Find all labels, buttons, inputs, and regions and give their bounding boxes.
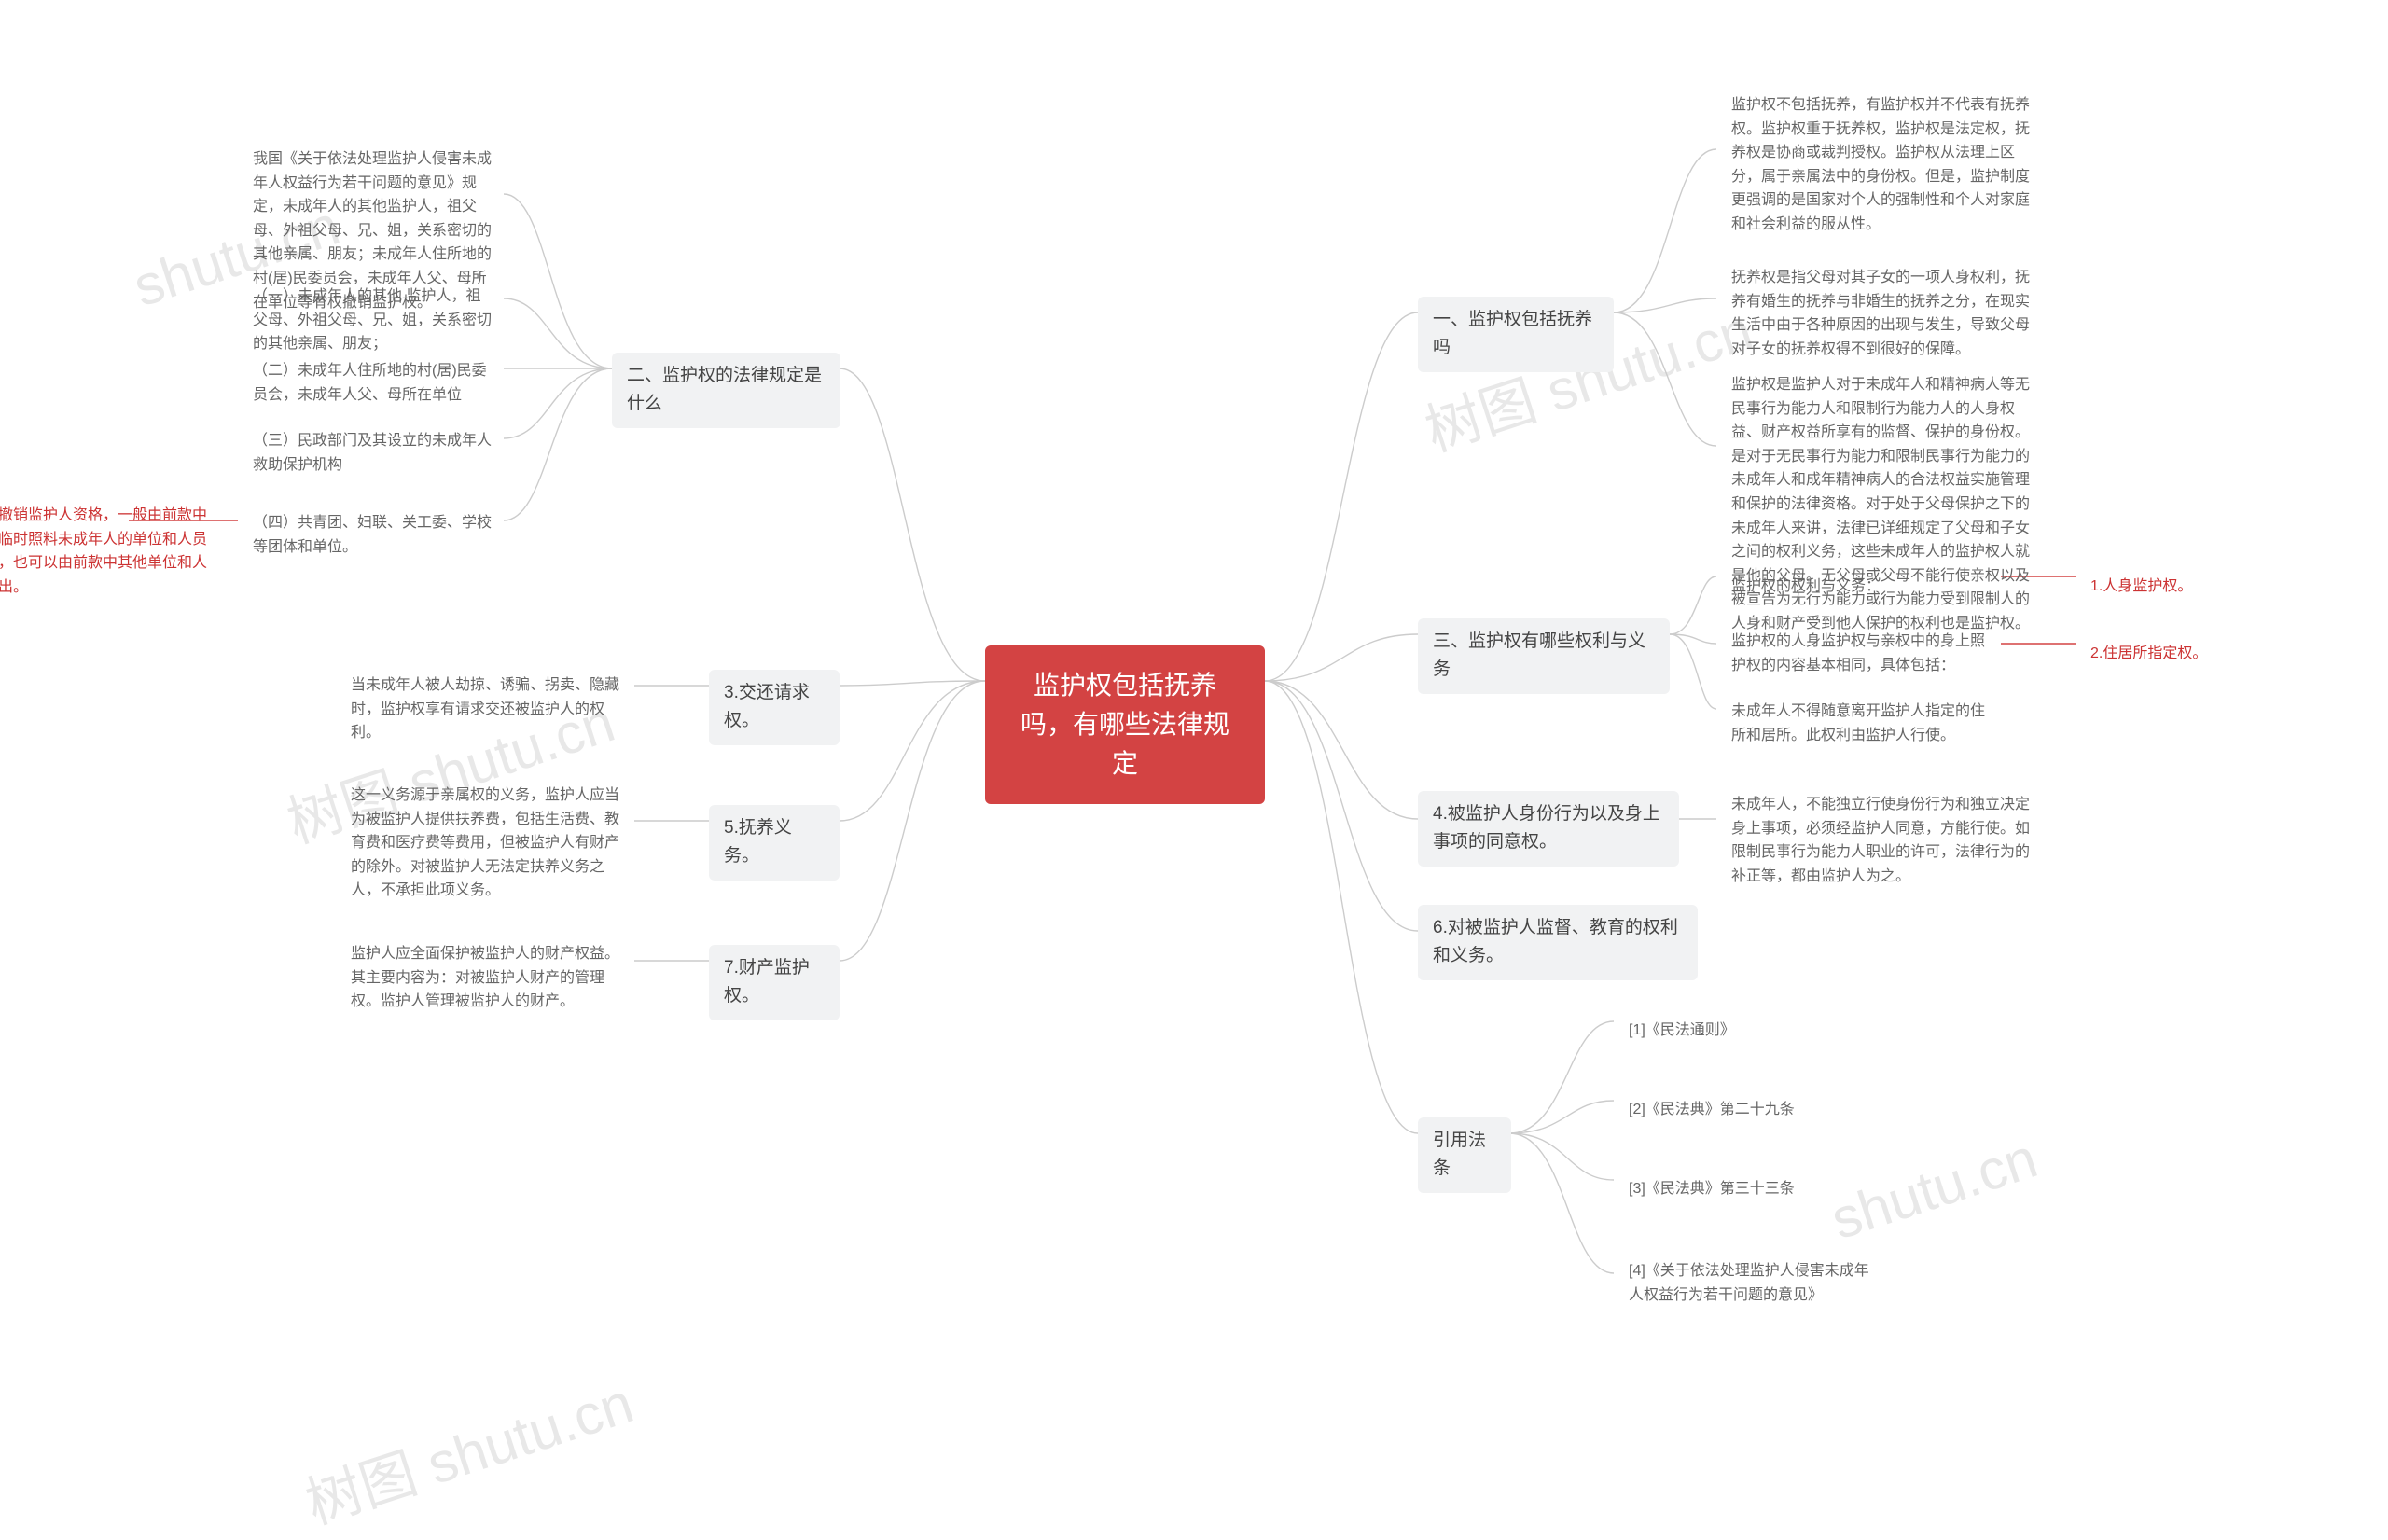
branch-r4: 6.对被监护人监督、教育的权利和义务。 <box>1418 905 1698 980</box>
leaf-l2-0: 当未成年人被人劫掠、诱骗、拐卖、隐藏时，监护权享有请求交还被监护人的权利。 <box>336 664 634 755</box>
branch-r1: 一、监护权包括抚养吗 <box>1418 297 1614 372</box>
leaf-r2-1-red: 2.住居所指定权。 <box>2076 632 2222 675</box>
center-node: 监护权包括抚养吗，有哪些法律规定 <box>985 645 1265 804</box>
leaf-r2-1: 监护权的人身监护权与亲权中的身上照护权的内容基本相同，具体包括： <box>1716 620 2006 687</box>
branch-l1: 二、监护权的法律规定是什么 <box>612 353 840 428</box>
leaf-r1-1: 抚养权是指父母对其子女的一项人身权利，抚养有婚生的抚养与非婚生的抚养之分，在现实… <box>1716 257 2052 370</box>
mindmap-canvas: shutu.cn 树图 shutu.cn 树图 shutu.cn shutu.c… <box>0 0 2388 1486</box>
leaf-r2-2: 未成年人不得随意离开监护人指定的住所和居所。此权利由监护人行使。 <box>1716 690 2006 756</box>
leaf-r1-0: 监护权不包括抚养，有监护权并不代表有抚养权。监护权重于抚养权，监护权是法定权，抚… <box>1716 84 2052 246</box>
watermark: shutu.cn <box>1824 1126 2045 1253</box>
leaf-l3-0: 这一义务源于亲属权的义务，监护人应当为被监护人提供扶养费，包括生活费、教育费和医… <box>336 774 634 912</box>
leaf-l4-0: 监护人应全面保护被监护人的财产权益。其主要内容为：对被监护人财产的管理权。监护人… <box>336 933 634 1023</box>
leaf-l1-4: （四）共青团、妇联、关工委、学校等团体和单位。 <box>238 502 508 568</box>
branch-l3: 5.抚养义务。 <box>709 805 840 881</box>
watermark: 树图 shutu.cn <box>294 1358 642 1540</box>
leaf-r2-0: 监护权的权利与义务： <box>1716 565 1895 608</box>
leaf-r5-0: [1]《民法通则》 <box>1614 1009 1750 1052</box>
leaf-r5-2: [3]《民法典》第三十三条 <box>1614 1168 1810 1211</box>
leaf-r3-0: 未成年人，不能独立行使身份行为和独立决定身上事项，必须经监护人同意，方能行使。如… <box>1716 784 2052 897</box>
branch-r3: 4.被监护人身份行为以及身上事项的同意权。 <box>1418 791 1679 867</box>
leaf-r5-1: [2]《民法典》第二十九条 <box>1614 1089 1810 1131</box>
leaf-l1-4-red: 申请撤销监护人资格，一般由前款中负责临时照料未成年人的单位和人员提出，也可以由前… <box>0 494 233 608</box>
branch-l4: 7.财产监护权。 <box>709 945 840 1020</box>
branch-r2: 三、监护权有哪些权利与义务 <box>1418 618 1670 694</box>
leaf-l1-3: （三）民政部门及其设立的未成年人救助保护机构 <box>238 420 508 486</box>
branch-l2: 3.交还请求权。 <box>709 670 840 745</box>
leaf-l1-2: （二）未成年人住所地的村(居)民委员会，未成年人父、母所在单位 <box>238 350 508 416</box>
leaf-r2-0-red: 1.人身监护权。 <box>2076 565 2207 608</box>
branch-r5: 引用法条 <box>1418 1117 1511 1193</box>
leaf-r5-3: [4]《关于依法处理监护人侵害未成年人权益行为若干问题的意见》 <box>1614 1250 1894 1316</box>
